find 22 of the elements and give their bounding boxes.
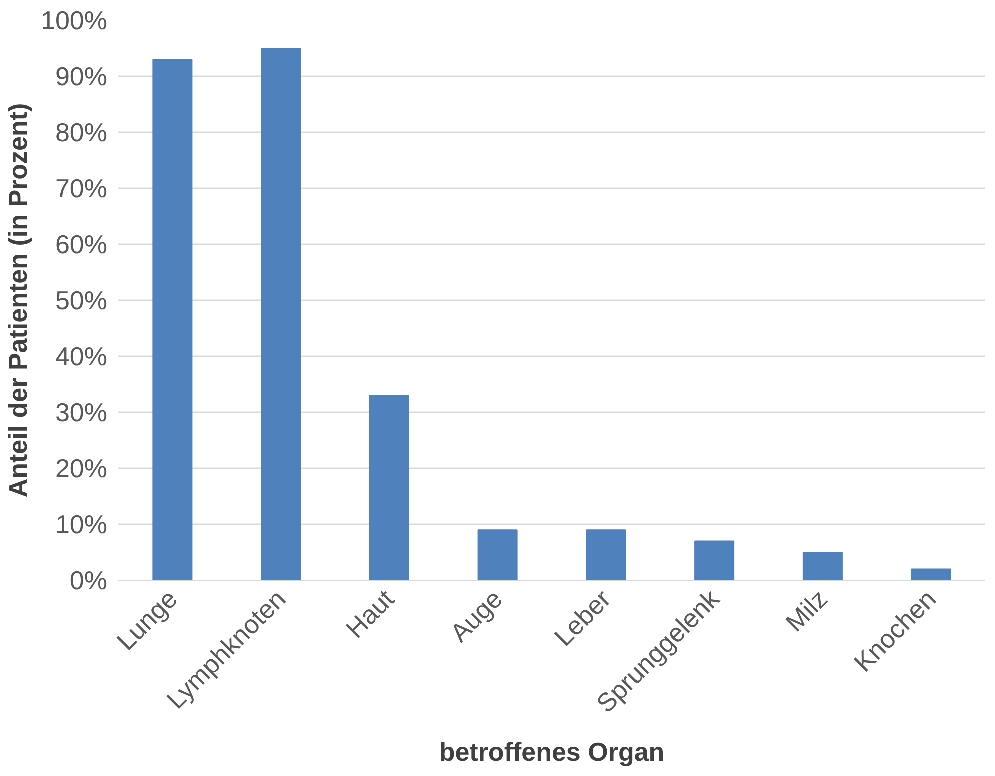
bar — [478, 530, 518, 580]
y-tick-label: 80% — [55, 118, 108, 148]
y-axis-title: Anteil der Patienten (in Prozent) — [3, 103, 33, 498]
x-tick-label: Milz — [780, 584, 834, 638]
x-axis-title: betroffenes Organ — [439, 737, 665, 768]
bar — [694, 540, 735, 580]
y-tick-label: 90% — [55, 62, 108, 92]
y-tick-label: 20% — [55, 454, 108, 484]
y-tick-label: 0% — [70, 566, 108, 596]
bar — [152, 59, 193, 580]
y-tick-label: 10% — [55, 510, 108, 540]
y-tick-label: 50% — [55, 286, 108, 316]
y-tick-label: 60% — [55, 230, 108, 260]
y-tick-label: 30% — [55, 398, 108, 428]
y-tick-label: 70% — [55, 174, 108, 204]
bar — [802, 552, 843, 580]
y-tick-label: 100% — [41, 6, 108, 36]
bar — [586, 530, 626, 580]
bar — [369, 395, 410, 580]
bar — [911, 568, 952, 580]
y-tick-label: 40% — [55, 342, 108, 372]
bar — [261, 48, 302, 580]
